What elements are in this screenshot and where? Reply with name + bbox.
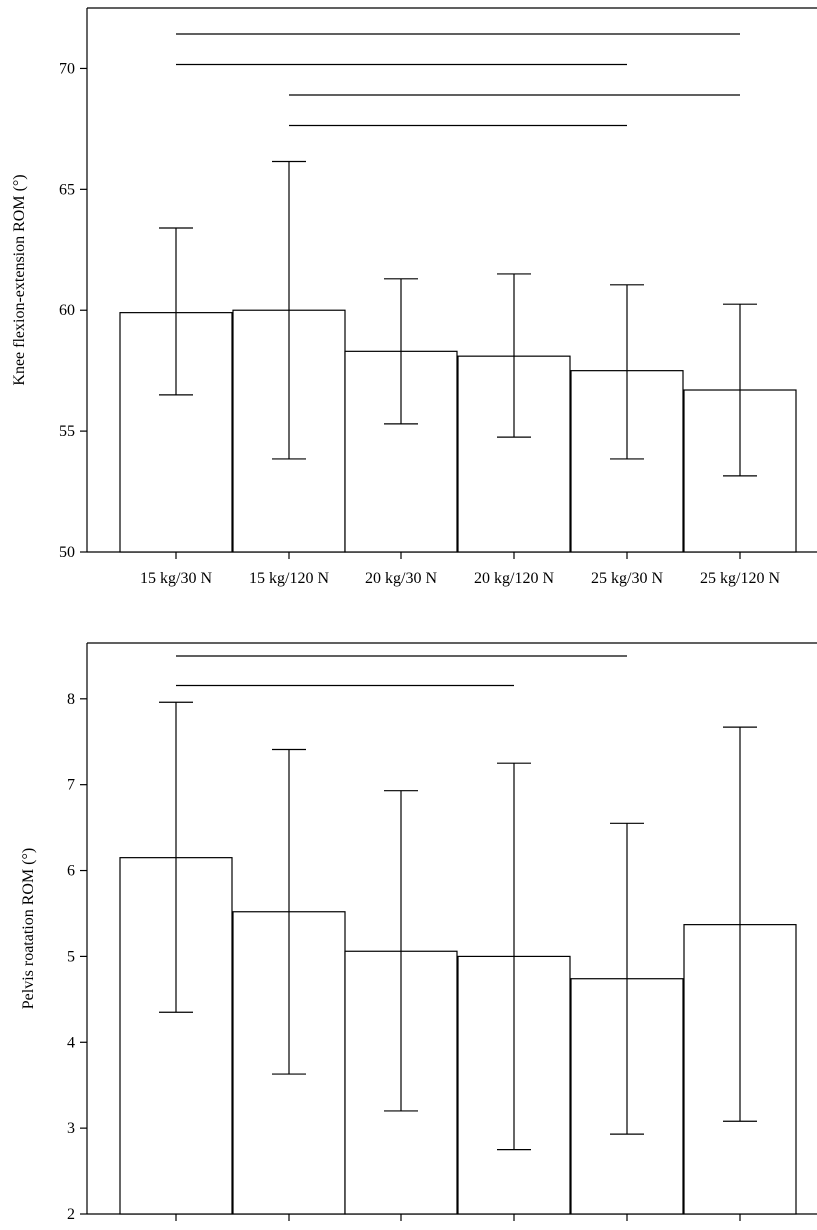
y-tick-label: 60 xyxy=(59,302,75,319)
x-tick-label: 25 kg/120 N xyxy=(700,570,780,587)
y-tick-label: 55 xyxy=(59,423,75,440)
y-tick-label: 50 xyxy=(59,544,75,561)
x-tick-label: 20 kg/120 N xyxy=(474,570,554,587)
y-tick-label: 65 xyxy=(59,181,75,198)
y-tick-label: 4 xyxy=(67,1034,75,1051)
x-tick-label: 15 kg/120 N xyxy=(249,570,329,587)
y-axis-label: Knee flexion-extension ROM (°) xyxy=(11,174,28,385)
chart-panel-1: 50 55 60 65 70 Knee flexion-extension ROM (°)… xyxy=(11,7,817,587)
y-tick-label: 6 xyxy=(67,863,75,880)
y-tick-label: 70 xyxy=(59,60,75,77)
x-tick-label: 15 kg/30 N xyxy=(140,570,212,587)
x-tick-label: 25 kg/30 N xyxy=(591,570,663,587)
y-tick-label: 8 xyxy=(67,691,75,708)
y-tick-label: 5 xyxy=(67,948,75,965)
y-tick-label: 3 xyxy=(67,1120,75,1137)
y-tick-label: 2 xyxy=(67,1206,75,1223)
y-tick-label: 7 xyxy=(67,777,75,794)
y-axis-label: Pelvis roatation ROM (°) xyxy=(20,848,37,1010)
x-tick-label: 20 kg/30 N xyxy=(365,570,437,587)
